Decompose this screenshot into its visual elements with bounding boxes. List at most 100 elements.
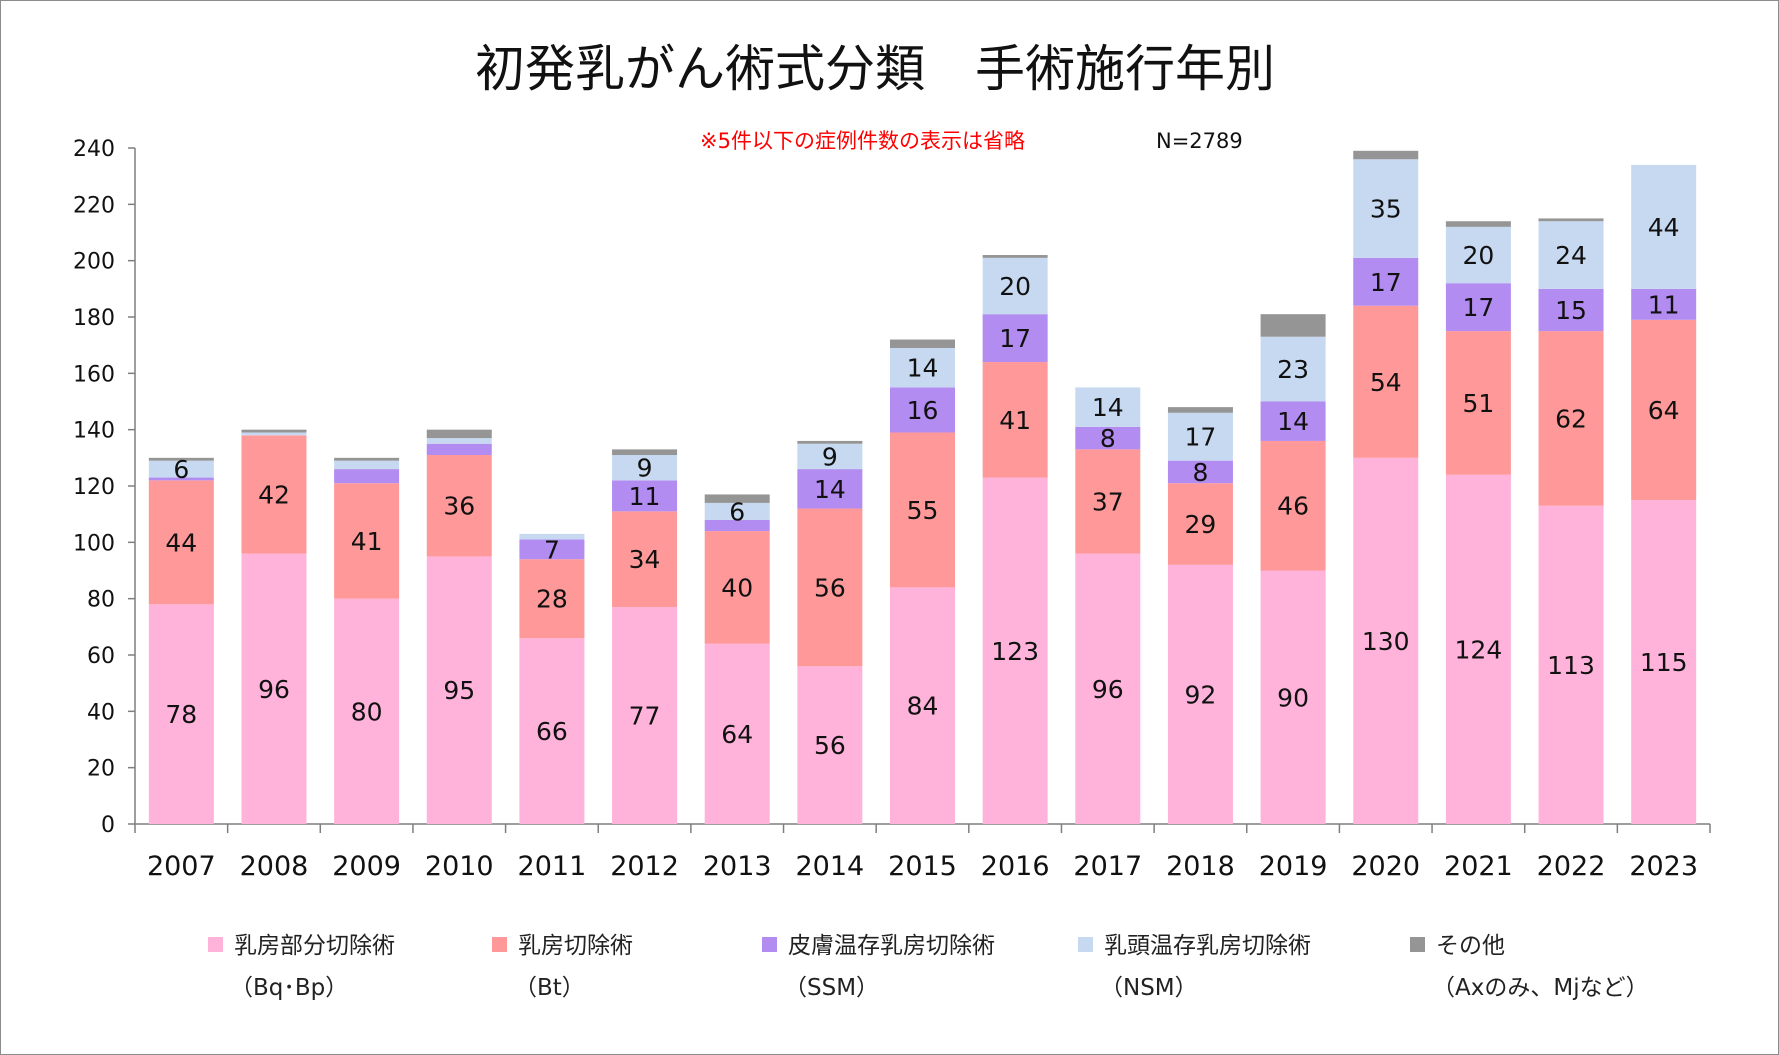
x-tick-label: 2022: [1537, 851, 1606, 882]
data-label: 115: [1640, 648, 1688, 677]
data-labels: 7844696428041953666287773411964406565614…: [165, 195, 1687, 761]
bar-segment: [704, 494, 770, 503]
data-label: 62: [1555, 404, 1587, 433]
legend-item: 乳房部分切除術 （Bq･Bp）: [208, 925, 395, 1009]
bar-segment: [1538, 218, 1604, 222]
data-label: 123: [991, 637, 1039, 666]
data-label: 14: [1092, 393, 1124, 422]
y-tick-label: 0: [101, 813, 115, 838]
bar-segment: [1075, 387, 1141, 427]
data-label: 41: [999, 406, 1031, 435]
legend-swatch: [208, 937, 223, 952]
data-label: 96: [1092, 675, 1124, 704]
data-label: 90: [1277, 683, 1309, 712]
bar-segment: [1445, 221, 1511, 227]
bar-segment: [334, 457, 400, 461]
data-label: 46: [1277, 492, 1309, 521]
data-label: 42: [258, 480, 290, 509]
bar-segment: [426, 556, 492, 824]
data-label: 9: [822, 442, 838, 471]
data-label: 66: [536, 717, 568, 746]
bar-segment: [1445, 226, 1511, 284]
legend-sublabel: （NSM）: [1100, 975, 1198, 1001]
data-label: 44: [165, 528, 197, 557]
bar-segment: [1631, 319, 1697, 501]
x-tick-label: 2023: [1629, 851, 1698, 882]
legend-item: 皮膚温存乳房切除術 （SSM）: [762, 925, 995, 1009]
x-tick-label: 2008: [240, 851, 309, 882]
data-label: 6: [729, 497, 745, 526]
chart-title: 初発乳がん術式分類 手術施行年別: [475, 40, 1275, 98]
bar-segment: [1167, 564, 1233, 824]
data-label: 51: [1462, 389, 1494, 418]
data-label: 8: [1100, 424, 1116, 453]
x-tick-label: 2021: [1444, 851, 1513, 882]
data-label: 41: [351, 527, 383, 556]
data-label: 24: [1555, 241, 1587, 270]
data-label: 54: [1370, 368, 1402, 397]
bar-segment: [612, 511, 678, 608]
bar-segment: [426, 443, 492, 456]
data-label: 17: [999, 324, 1031, 353]
bars: [148, 150, 1697, 824]
bar-segment: [890, 339, 955, 348]
y-tick-label: 140: [73, 419, 115, 444]
bar-segment: [797, 666, 863, 824]
legend-swatch: [1410, 937, 1425, 952]
bar-segment: [1538, 221, 1604, 289]
bar-segment: [1353, 257, 1419, 306]
bar-segment: [334, 460, 400, 470]
bar-segment: [241, 435, 307, 554]
bar-segment: [1167, 460, 1233, 484]
bar-segment: [519, 559, 585, 639]
data-label: 17: [1185, 423, 1217, 452]
legend-label: 乳房切除術: [518, 933, 633, 959]
bar-segment: [1353, 457, 1419, 824]
bar-segment: [1075, 553, 1141, 824]
bar-segment: [241, 429, 307, 433]
x-tick-label: 2018: [1166, 851, 1235, 882]
bar-segment: [519, 533, 585, 540]
data-label: 14: [814, 475, 846, 504]
bar-segment: [797, 469, 863, 509]
data-label: 56: [814, 573, 846, 602]
data-label: 7: [544, 535, 560, 564]
data-label: 20: [999, 272, 1031, 301]
sample-size-label: N=2789: [1156, 129, 1243, 153]
legend-label: その他: [1436, 933, 1505, 959]
bar-segment: [704, 531, 770, 644]
legend-swatch: [1078, 937, 1093, 952]
bar-segment: [890, 347, 955, 388]
legend-label: 乳房部分切除術: [234, 933, 395, 959]
data-label: 35: [1370, 195, 1402, 224]
bar-segment: [148, 604, 214, 824]
data-label: 64: [721, 720, 753, 749]
y-tick-label: 40: [87, 700, 115, 725]
y-tick-label: 240: [73, 137, 115, 162]
data-label: 124: [1455, 635, 1503, 664]
legend-label: 乳頭温存乳房切除術: [1104, 933, 1311, 959]
legend-label: 皮膚温存乳房切除術: [788, 933, 995, 959]
x-tick-label: 2016: [981, 851, 1050, 882]
bar-segment: [612, 607, 678, 824]
data-label: 64: [1648, 396, 1680, 425]
bar-segment: [426, 438, 492, 444]
bar-segment: [1260, 440, 1326, 571]
bar-segment: [1353, 159, 1419, 258]
data-label: 15: [1555, 296, 1587, 325]
data-label: 56: [814, 731, 846, 760]
data-label: 20: [1462, 241, 1494, 270]
bar-segment: [148, 477, 214, 481]
data-label: 8: [1192, 458, 1208, 487]
y-tick-label: 220: [73, 193, 115, 218]
data-label: 14: [907, 354, 939, 383]
x-tick-label: 2007: [147, 851, 216, 882]
bar-segment: [1167, 412, 1233, 461]
y-tick-label: 160: [73, 362, 115, 387]
legend-sublabel: （Bt）: [514, 975, 585, 1001]
data-label: 17: [1370, 268, 1402, 297]
bar-segment: [426, 455, 492, 557]
data-label: 9: [637, 454, 653, 483]
x-tick-label: 2011: [518, 851, 587, 882]
